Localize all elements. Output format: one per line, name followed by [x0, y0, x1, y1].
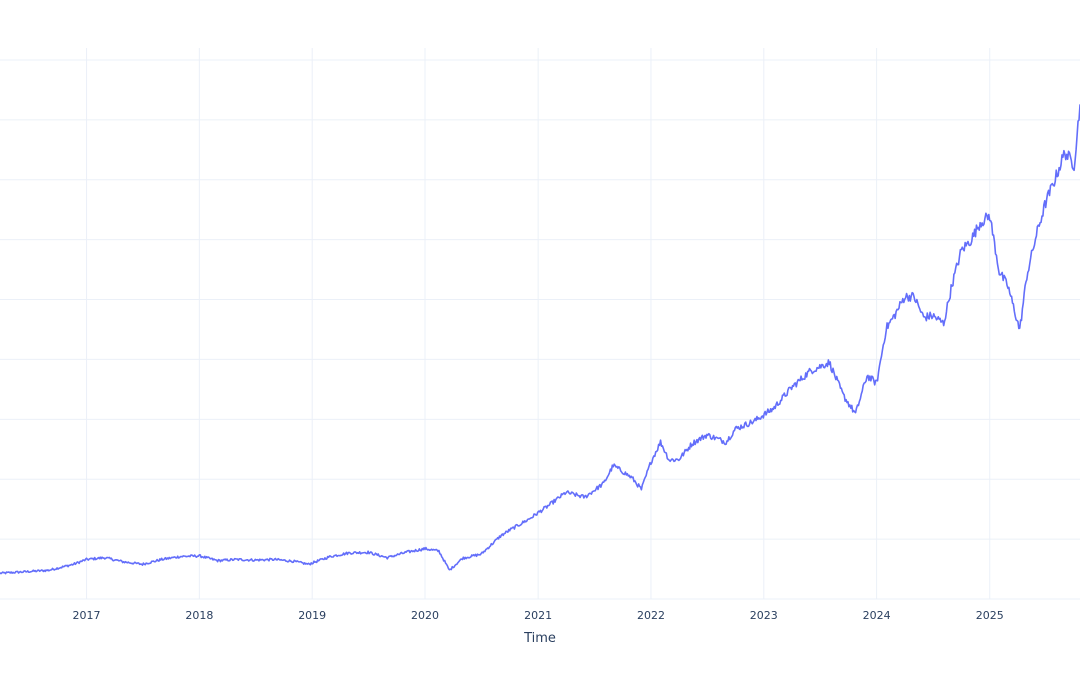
x-axis-title: Time: [523, 631, 556, 646]
x-tick-label: 2017: [73, 609, 101, 622]
x-axis-ticks: 2017 2018 2019 2020 2021 2022 2023 2024 2025: [73, 609, 1004, 622]
x-tick-label: 2025: [976, 609, 1004, 622]
x-tick-label: 2024: [863, 609, 891, 622]
x-tick-label: 2019: [298, 609, 326, 622]
x-tick-label: 2023: [750, 609, 778, 622]
x-tick-label: 2018: [185, 609, 213, 622]
x-tick-label: 2021: [524, 609, 552, 622]
grid: [0, 48, 1080, 600]
series-line-0: [0, 104, 1080, 575]
x-tick-label: 2022: [637, 609, 665, 622]
series-layer: [0, 104, 1080, 575]
x-tick-label: 2020: [411, 609, 439, 622]
